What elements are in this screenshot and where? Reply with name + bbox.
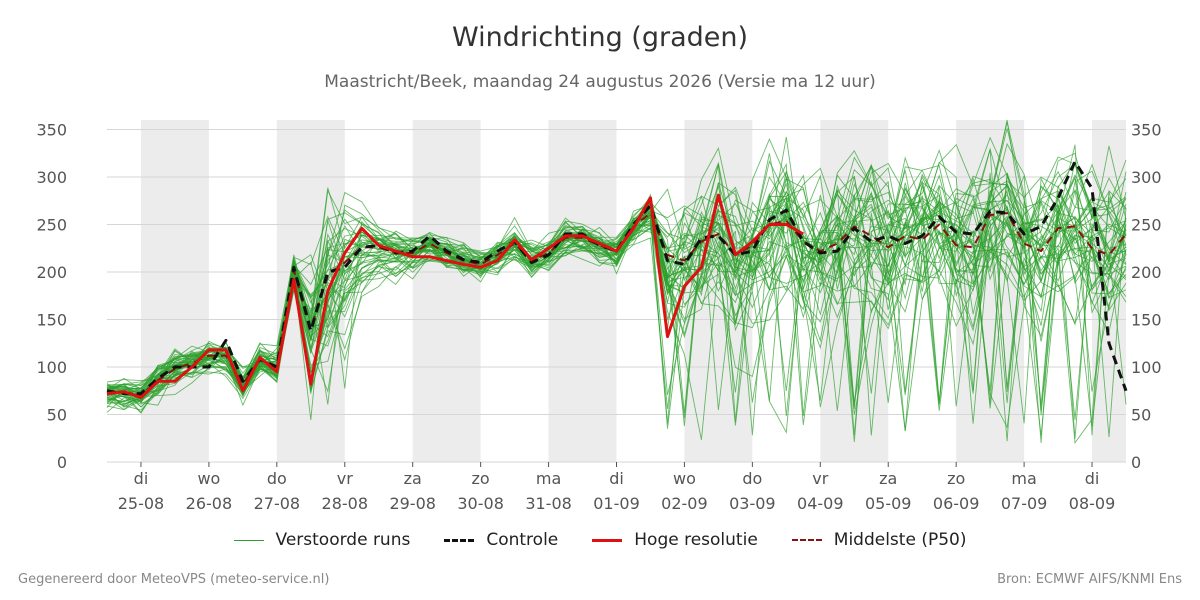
- x-tick-date-5: 30-08: [457, 494, 504, 513]
- legend-swatch-perturbed: [233, 539, 264, 541]
- y-tick-left-50: 50: [47, 406, 67, 425]
- x-tick-day-11: za: [879, 469, 897, 488]
- x-tick-date-2: 27-08: [254, 494, 301, 513]
- x-tick-day-8: wo: [673, 469, 696, 488]
- footer-generated-by: Gegenereerd door MeteoVPS (meteo-service…: [18, 572, 330, 587]
- ensemble-member-46: [106, 182, 1127, 405]
- x-tick-date-3: 28-08: [322, 494, 369, 513]
- y-tick-left-100: 100: [36, 358, 67, 377]
- x-tick-day-7: di: [609, 469, 624, 488]
- x-tick-date-12: 06-09: [933, 494, 980, 513]
- y-tick-right-350: 350: [1131, 121, 1162, 140]
- y-tick-left-200: 200: [36, 263, 67, 282]
- weekend-band-2: [412, 120, 481, 462]
- legend-item-median: Middelste (P50): [791, 530, 967, 550]
- y-axis-left: 0 50 100 150 200 250 300 350: [36, 121, 67, 473]
- y-tick-left-250: 250: [36, 216, 67, 235]
- legend-swatch-median: [791, 539, 822, 541]
- y-tick-left-150: 150: [36, 311, 67, 330]
- legend-swatch-highres: [592, 538, 623, 542]
- legend-item-highres: Hoge resolutie: [592, 530, 758, 550]
- main-series-lines: [106, 160, 1128, 399]
- x-tick-day-10: vr: [812, 469, 828, 488]
- chart-subtitle: Maastricht/Beek, maandag 24 augustus 202…: [324, 72, 876, 92]
- x-tick-day-12: zo: [947, 469, 965, 488]
- x-tick-day-9: do: [742, 469, 762, 488]
- x-tick-day-6: ma: [536, 469, 561, 488]
- legend-label-median: Middelste (P50): [833, 530, 967, 550]
- x-tick-day-2: do: [267, 469, 287, 488]
- x-tick-date-0: 25-08: [118, 494, 165, 513]
- legend-swatch-control: [444, 538, 475, 542]
- x-tick-day-14: di: [1085, 469, 1100, 488]
- x-tick-date-1: 26-08: [186, 494, 233, 513]
- y-tick-right-300: 300: [1131, 168, 1162, 187]
- x-tick-day-0: di: [134, 469, 149, 488]
- x-tick-day-1: wo: [197, 469, 220, 488]
- x-tick-day-3: vr: [337, 469, 353, 488]
- x-tick-date-13: 07-09: [1001, 494, 1048, 513]
- y-tick-right-50: 50: [1131, 406, 1151, 425]
- x-tick-day-5: zo: [472, 469, 490, 488]
- x-axis: di 25-08 wo 26-08 do 27-08 vr 28-08 za 29-08 zo 30-…: [118, 462, 1116, 513]
- footer-source: Bron: ECMWF AIFS/KNMI Ens: [997, 572, 1182, 587]
- series-line-hoge-resolutie: [106, 193, 805, 399]
- legend-label-highres: Hoge resolutie: [634, 530, 758, 550]
- ensemble-member-50: [106, 172, 1127, 404]
- ensemble-member-38: [106, 161, 1127, 411]
- weekend-band-6: [956, 120, 1025, 462]
- y-tick-left-300: 300: [36, 168, 67, 187]
- x-tick-date-4: 29-08: [389, 494, 436, 513]
- y-tick-right-250: 250: [1131, 216, 1162, 235]
- legend-label-control: Controle: [486, 530, 559, 550]
- legend-label-perturbed: Verstoorde runs: [275, 530, 411, 550]
- x-tick-date-10: 04-09: [797, 494, 844, 513]
- weekend-band-0: [140, 120, 209, 462]
- wind-direction-chart: 0 50 100 150 200 250 300 350 0 50 100 150 200 250 300…: [36, 119, 1162, 513]
- x-tick-day-13: ma: [1011, 469, 1036, 488]
- y-tick-right-200: 200: [1131, 263, 1162, 282]
- x-tick-date-9: 03-09: [729, 494, 776, 513]
- weekend-band-3: [548, 120, 617, 462]
- y-tick-right-0: 0: [1131, 453, 1141, 472]
- y-tick-left-0: 0: [57, 453, 67, 472]
- x-tick-date-7: 01-09: [593, 494, 640, 513]
- y-tick-right-100: 100: [1131, 358, 1162, 377]
- x-tick-day-4: za: [404, 469, 422, 488]
- x-tick-date-8: 02-09: [661, 494, 708, 513]
- legend-item-perturbed: Verstoorde runs: [233, 530, 411, 550]
- legend-item-control: Controle: [444, 530, 558, 550]
- y-axis-right: 0 50 100 150 200 250 300 350: [1131, 121, 1162, 473]
- y-tick-right-150: 150: [1131, 311, 1162, 330]
- chart-title: Windrichting (graden): [451, 22, 749, 53]
- x-tick-date-6: 31-08: [525, 494, 572, 513]
- x-tick-date-11: 05-09: [865, 494, 912, 513]
- y-tick-left-350: 350: [36, 121, 67, 140]
- legend: Verstoorde runs Controle Hoge resolutie …: [0, 530, 1200, 550]
- x-tick-date-14: 08-09: [1069, 494, 1116, 513]
